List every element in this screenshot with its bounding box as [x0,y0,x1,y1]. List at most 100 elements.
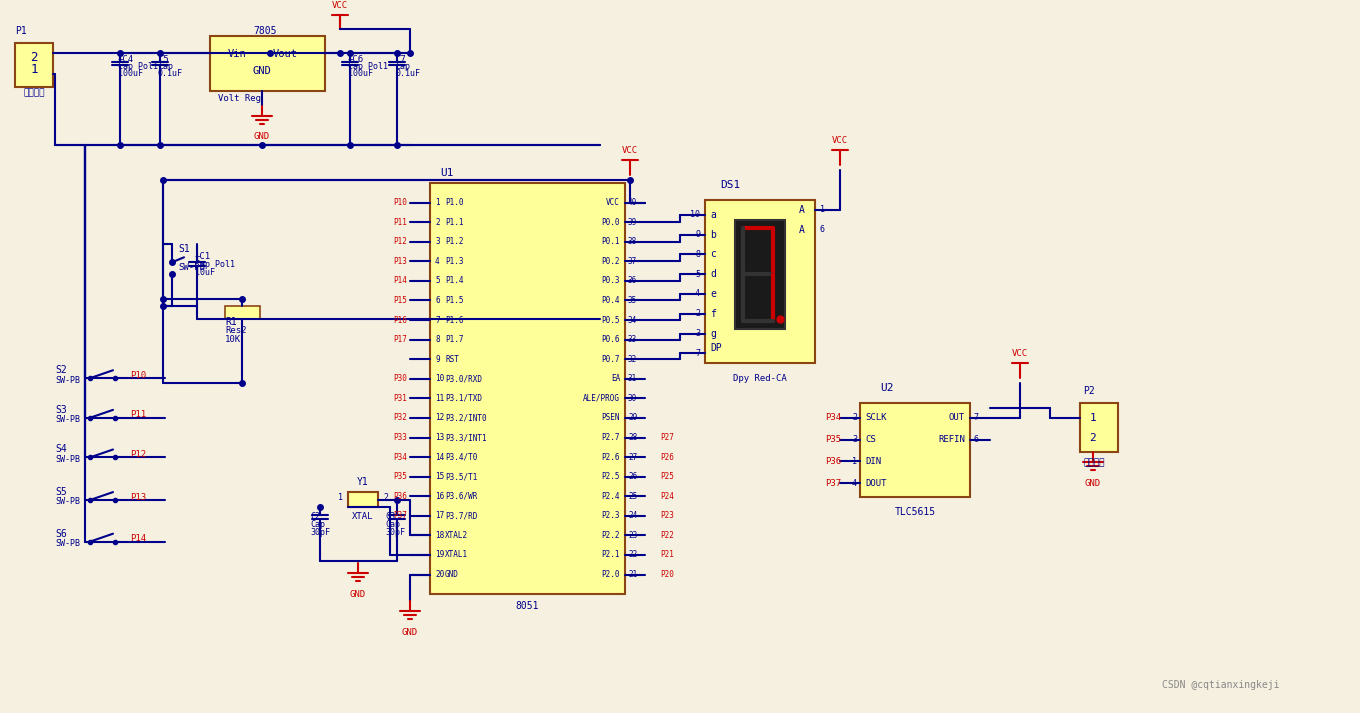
Text: P32: P32 [393,414,407,422]
Text: P20: P20 [660,570,673,579]
Text: 20: 20 [435,570,445,579]
Text: P0.6: P0.6 [601,335,620,344]
Text: 1: 1 [30,63,38,76]
Text: P30: P30 [393,374,407,384]
Text: U2: U2 [880,383,894,393]
Text: P2.1: P2.1 [601,550,620,560]
Text: P35: P35 [393,472,407,481]
Text: Cap Pol1: Cap Pol1 [348,61,388,71]
Text: Y1: Y1 [358,477,369,487]
Text: 29: 29 [628,414,638,422]
Text: XTAL1: XTAL1 [445,550,468,560]
Text: P3.1/TXD: P3.1/TXD [445,394,481,403]
Text: 0.1uF: 0.1uF [158,68,184,78]
Text: P0.7: P0.7 [601,354,620,364]
Text: RST: RST [445,354,458,364]
Text: P1.4: P1.4 [445,277,464,285]
Text: P24: P24 [660,492,673,501]
Text: 2: 2 [1089,433,1096,443]
Text: P2.2: P2.2 [601,531,620,540]
Text: SW-PB: SW-PB [54,455,80,464]
Text: 9: 9 [435,354,439,364]
Text: P3.5/T1: P3.5/T1 [445,472,477,481]
Text: P2.5: P2.5 [601,472,620,481]
Text: Cap Pol1: Cap Pol1 [118,61,158,71]
Text: Dpy Red-CA: Dpy Red-CA [733,374,787,383]
Text: P16: P16 [393,316,407,324]
Text: P17: P17 [393,335,407,344]
Text: 39: 39 [628,217,638,227]
Text: 100uF: 100uF [348,68,373,78]
Text: P14: P14 [131,534,146,543]
Text: Volt Reg: Volt Reg [219,94,261,103]
Text: GND: GND [1085,479,1102,488]
Text: 1: 1 [1089,413,1096,423]
Text: VCC: VCC [1012,349,1028,359]
Text: P22: P22 [660,531,673,540]
Text: 37: 37 [628,257,638,266]
Text: 40: 40 [628,198,638,207]
Text: P34: P34 [826,414,840,422]
Text: P26: P26 [660,453,673,461]
Text: Res2: Res2 [224,326,246,335]
Text: 6: 6 [972,435,978,444]
Bar [224,306,260,319]
Text: P21: P21 [660,550,673,560]
Text: 10K: 10K [224,335,241,344]
Text: REFIN: REFIN [938,435,966,444]
Text: 32: 32 [628,354,638,364]
Text: 7: 7 [695,349,700,358]
Text: P34: P34 [393,453,407,461]
Text: 30pF: 30pF [310,528,330,537]
Text: 4: 4 [851,478,857,488]
Text: P3.6/WR: P3.6/WR [445,492,477,501]
Text: 23: 23 [628,531,638,540]
Text: f: f [710,309,715,319]
Text: 2: 2 [695,309,700,318]
Text: OUT: OUT [949,414,966,422]
Text: P15: P15 [393,296,407,305]
Text: XTAL2: XTAL2 [445,531,468,540]
Text: S4: S4 [54,444,67,454]
Text: 1: 1 [851,457,857,466]
Text: P11: P11 [393,217,407,227]
Text: 2: 2 [384,493,388,501]
Text: P2.7: P2.7 [601,433,620,442]
Text: 10uF: 10uF [194,267,215,277]
Text: 25: 25 [628,492,638,501]
Text: 1: 1 [820,205,826,215]
Text: GND: GND [445,570,458,579]
Bar [1080,403,1118,453]
Text: P1: P1 [15,26,27,36]
Text: 0.1uF: 0.1uF [394,68,420,78]
Text: P2.6: P2.6 [601,453,620,461]
Text: SW-PB: SW-PB [54,498,80,506]
Text: 19: 19 [435,550,445,560]
Text: P3.3/INT1: P3.3/INT1 [445,433,487,442]
Text: DOUT: DOUT [865,478,887,488]
Text: S5: S5 [54,487,67,497]
Text: 5: 5 [695,270,700,279]
Text: 12: 12 [435,414,445,422]
Text: +C1: +C1 [194,252,211,261]
Bar [348,492,378,507]
Text: P27: P27 [660,433,673,442]
Text: DS1: DS1 [719,180,740,190]
Text: 30: 30 [628,394,638,403]
Text: P25: P25 [660,472,673,481]
Text: P31: P31 [393,394,407,403]
Text: C2: C2 [310,513,320,521]
Text: 31: 31 [628,374,638,384]
Bar [430,183,626,594]
Text: DP: DP [710,344,722,354]
Text: d: d [710,269,715,279]
Text: 8: 8 [695,250,700,259]
Text: P2.0: P2.0 [601,570,620,579]
Text: 1: 1 [339,493,343,501]
Text: P11: P11 [131,410,146,419]
Text: P0.3: P0.3 [601,277,620,285]
Text: DIN: DIN [865,457,881,466]
Text: P2: P2 [1083,386,1095,396]
Text: P0.4: P0.4 [601,296,620,305]
Text: P1.3: P1.3 [445,257,464,266]
